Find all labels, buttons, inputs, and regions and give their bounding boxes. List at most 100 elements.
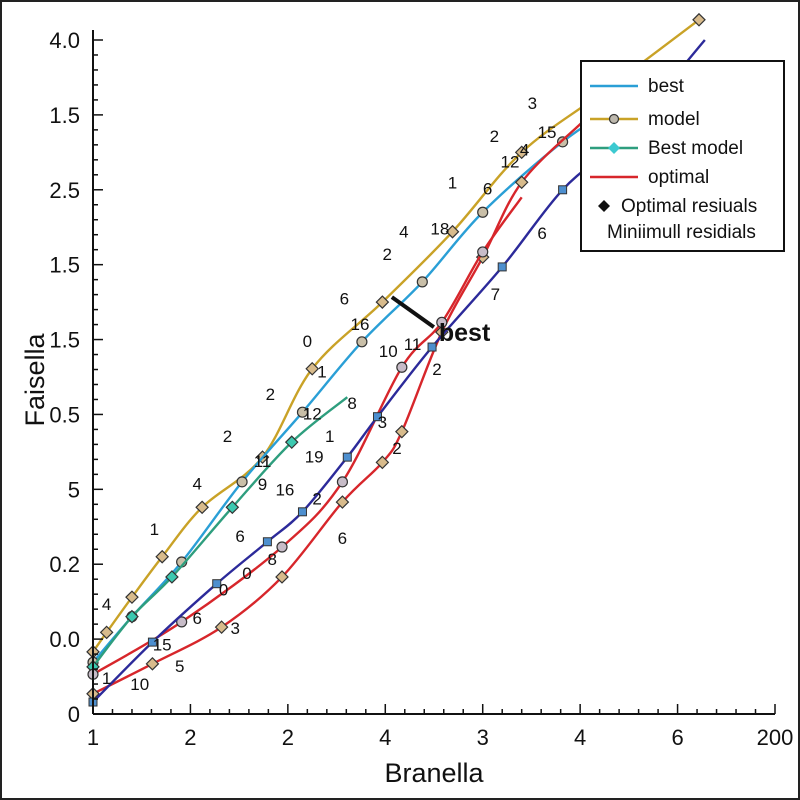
point-label: 4: [102, 595, 111, 614]
legend-item-best: best: [590, 76, 685, 97]
series-line: [92, 196, 523, 676]
x-tick-label: 1: [87, 725, 99, 750]
data-point: [305, 361, 320, 376]
point-label: 9: [258, 475, 267, 494]
data-point: [214, 620, 229, 634]
data-point: [477, 206, 489, 218]
point-label: 5: [175, 657, 184, 676]
data-point: [145, 656, 160, 671]
data-point: [225, 500, 240, 515]
data-point: [335, 495, 350, 509]
data-point: [372, 412, 382, 422]
point-label: 4: [193, 474, 202, 493]
data-point: [445, 224, 460, 239]
y-tick-label: 5: [68, 477, 80, 502]
x-tick-label: 2: [282, 725, 294, 750]
point-label: 3: [528, 94, 537, 113]
data-point: [147, 637, 157, 647]
data-point: [477, 246, 489, 258]
series-best-model: [86, 396, 349, 674]
x-tick-label: 2: [184, 725, 196, 750]
point-label: 15: [153, 635, 172, 654]
series-optimal: [86, 121, 583, 701]
x-axis-title: Branella: [384, 758, 484, 788]
data-point: [342, 452, 352, 462]
point-label: 6: [338, 529, 347, 548]
point-label: 15: [538, 123, 557, 142]
point-label: 4: [399, 223, 408, 242]
x-tick-label: 4: [379, 725, 391, 750]
point-label: 4: [520, 140, 529, 159]
point-label: 11: [254, 452, 272, 471]
point-label: 2: [432, 360, 441, 379]
legend-label: Optimal resiuals: [621, 196, 757, 217]
point-label: 1: [102, 669, 111, 688]
data-point: [336, 476, 349, 488]
x-tick-label: 4: [574, 725, 586, 750]
data-point: [356, 336, 368, 348]
y-tick-label: 0.0: [49, 627, 80, 652]
point-label: 7: [491, 285, 500, 304]
legend-item-optimal: optimal: [590, 167, 709, 188]
point-label: 0: [242, 564, 251, 583]
legend-box: [580, 60, 785, 252]
y-tick-label: 1.5: [49, 253, 80, 278]
point-label: 8: [268, 550, 277, 569]
data-point: [99, 625, 114, 640]
point-label: 6: [483, 179, 492, 198]
legend-label: optimal: [648, 167, 709, 188]
data-point: [125, 609, 139, 624]
point-label: 3: [231, 619, 240, 638]
point-label: 2: [490, 127, 499, 146]
point-label: 6: [537, 224, 546, 243]
point-label: 2: [312, 489, 321, 508]
point-label: 8: [347, 394, 356, 413]
series-unnamed-4: [87, 196, 523, 680]
y-tick-label: 1.5: [49, 328, 80, 353]
x-tick-label: 200: [757, 725, 794, 750]
data-point: [262, 537, 272, 547]
legend-circle-marker: [608, 113, 620, 125]
legend-diamond-marker: [598, 200, 610, 212]
y-tick-label: 0.2: [49, 552, 80, 577]
data-point: [276, 541, 288, 553]
point-label: 12: [303, 405, 322, 424]
point-label: 6: [193, 609, 202, 628]
legend-label: Miniimull residials: [607, 222, 756, 243]
data-point: [514, 175, 529, 190]
legend-label: Best model: [648, 138, 743, 159]
data-point: [275, 570, 289, 584]
series-line: [92, 39, 706, 703]
callout-label: best: [439, 319, 491, 347]
series-line: [92, 121, 583, 695]
point-label: 16: [275, 480, 294, 499]
x-tick-label: 3: [477, 725, 489, 750]
legend-diamond-marker: [608, 142, 620, 154]
data-point: [125, 590, 139, 605]
point-label: 3: [378, 413, 387, 432]
data-point: [375, 295, 390, 309]
data-point: [236, 476, 248, 488]
data-point: [436, 316, 448, 328]
legend-item-optimal-resiuals: Optimal resiuals: [598, 196, 757, 217]
legend-item-best-model: Best model: [590, 138, 743, 159]
point-label: 10: [130, 675, 149, 694]
callout-arrow: [390, 295, 436, 329]
data-point: [284, 435, 299, 450]
x-tick-label: 6: [671, 725, 683, 750]
data-point: [165, 570, 179, 584]
legend-item-miniimull-residials: Miniimull residials: [607, 222, 756, 243]
legend-label: best: [648, 76, 685, 97]
point-label: 12: [501, 152, 520, 171]
data-point: [297, 507, 307, 517]
legend-label: model: [648, 109, 700, 130]
annotations: 4142201624123151861246723262800631551016…: [102, 94, 557, 694]
y-tick-label: 0.5: [49, 402, 80, 427]
point-label: 0: [303, 332, 312, 351]
data-point: [176, 616, 188, 628]
point-label: 6: [235, 527, 244, 546]
y-axis-title: Faisella: [20, 333, 50, 427]
point-label: 11: [404, 335, 422, 354]
point-label: 6: [340, 289, 349, 308]
